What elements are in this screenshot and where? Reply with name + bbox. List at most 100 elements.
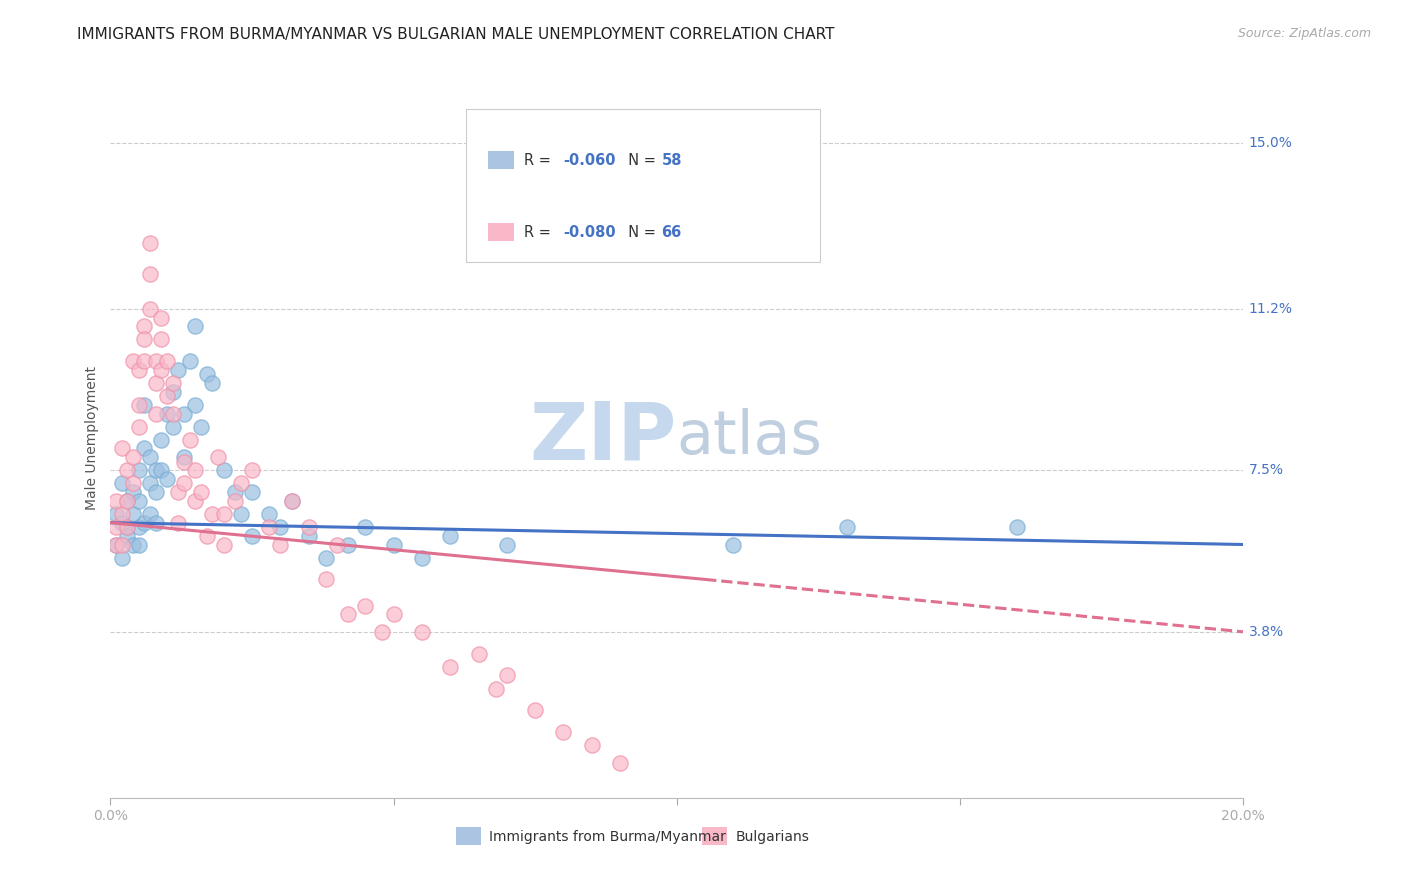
Point [145, 376, 167, 390]
Point [162, 376, 184, 390]
Text: Source: ZipAtlas.com: Source: ZipAtlas.com [1237, 27, 1371, 40]
Point [122, 537, 145, 551]
Point [184, 319, 207, 334]
Point [496, 668, 519, 682]
Point [139, 507, 162, 521]
Point [167, 485, 190, 500]
Point [195, 529, 218, 543]
Point [439, 659, 461, 673]
Text: N =: N = [620, 225, 661, 240]
Point [257, 520, 280, 534]
Point [184, 463, 207, 477]
Point [145, 516, 167, 530]
Point [139, 476, 162, 491]
Point [105, 520, 128, 534]
Text: -0.060: -0.060 [564, 153, 616, 168]
Text: 58: 58 [662, 153, 682, 168]
Text: 66: 66 [662, 225, 682, 240]
Point [156, 472, 179, 486]
Point [411, 550, 433, 565]
Point [162, 419, 184, 434]
Point [240, 529, 263, 543]
Point [553, 725, 575, 739]
Text: -0.080: -0.080 [564, 225, 616, 240]
Point [167, 363, 190, 377]
Point [134, 442, 156, 456]
Point [145, 407, 167, 421]
Point [150, 433, 173, 447]
Text: N =: N = [620, 153, 661, 168]
Point [111, 442, 134, 456]
Point [240, 463, 263, 477]
Point [145, 354, 167, 368]
Point [298, 520, 321, 534]
Y-axis label: Male Unemployment: Male Unemployment [86, 366, 100, 509]
Point [167, 516, 190, 530]
Point [111, 516, 134, 530]
Point [134, 319, 156, 334]
Point [212, 537, 235, 551]
Text: atlas: atlas [676, 408, 823, 467]
Text: Bulgarians: Bulgarians [735, 830, 810, 844]
Point [354, 520, 377, 534]
Point [139, 236, 162, 251]
Point [382, 537, 405, 551]
Point [162, 407, 184, 421]
Point [105, 493, 128, 508]
Point [145, 485, 167, 500]
Text: R =: R = [524, 153, 555, 168]
Text: IMMIGRANTS FROM BURMA/MYANMAR VS BULGARIAN MALE UNEMPLOYMENT CORRELATION CHART: IMMIGRANTS FROM BURMA/MYANMAR VS BULGARI… [77, 27, 835, 42]
Point [1005, 520, 1028, 534]
Point [382, 607, 405, 622]
Point [524, 703, 547, 717]
Point [111, 476, 134, 491]
Point [117, 493, 139, 508]
Point [134, 398, 156, 412]
Point [280, 493, 302, 508]
Point [240, 485, 263, 500]
Point [122, 450, 145, 465]
Point [439, 529, 461, 543]
Point [150, 363, 173, 377]
Text: 15.0%: 15.0% [1249, 136, 1292, 150]
Point [173, 407, 195, 421]
Point [128, 398, 150, 412]
Point [337, 537, 360, 551]
Text: 3.8%: 3.8% [1249, 624, 1284, 639]
Point [122, 485, 145, 500]
Point [156, 389, 179, 403]
Point [128, 363, 150, 377]
Text: 11.2%: 11.2% [1249, 301, 1292, 316]
Point [354, 599, 377, 613]
Point [105, 507, 128, 521]
Point [128, 520, 150, 534]
Point [128, 463, 150, 477]
Point [128, 537, 150, 551]
Point [269, 537, 291, 551]
Point [195, 368, 218, 382]
Point [207, 450, 229, 465]
Point [173, 454, 195, 468]
Point [162, 384, 184, 399]
Point [609, 756, 631, 770]
Point [371, 624, 394, 639]
Point [411, 624, 433, 639]
Point [184, 398, 207, 412]
Point [581, 739, 603, 753]
Point [269, 520, 291, 534]
Point [111, 507, 134, 521]
Point [315, 573, 337, 587]
Point [128, 493, 150, 508]
Point [156, 354, 179, 368]
Point [117, 520, 139, 534]
Point [150, 332, 173, 346]
Point [229, 507, 252, 521]
Point [173, 450, 195, 465]
Point [224, 493, 246, 508]
Point [128, 419, 150, 434]
Point [280, 493, 302, 508]
Text: Immigrants from Burma/Myanmar: Immigrants from Burma/Myanmar [489, 830, 725, 844]
Point [224, 485, 246, 500]
Text: 7.5%: 7.5% [1249, 463, 1284, 477]
Point [111, 537, 134, 551]
